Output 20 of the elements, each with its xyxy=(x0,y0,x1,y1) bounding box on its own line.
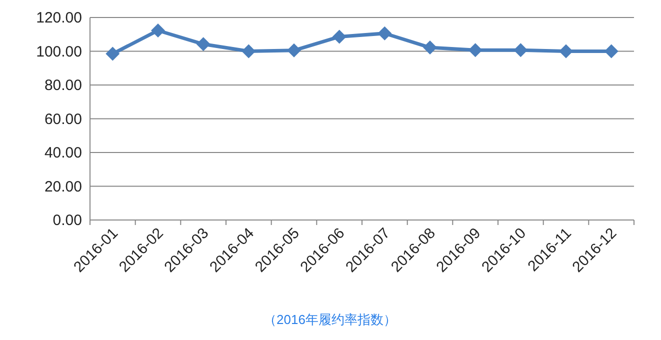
y-tick-label: 40.00 xyxy=(44,144,82,162)
y-tick-label: 20.00 xyxy=(44,178,82,196)
point xyxy=(423,40,437,55)
point xyxy=(604,44,618,58)
point xyxy=(378,26,392,40)
point xyxy=(514,43,528,58)
y-tick-label: 60.00 xyxy=(44,110,82,128)
point xyxy=(106,46,120,61)
point xyxy=(196,37,210,52)
text: （2016年履约率指数） xyxy=(264,312,396,327)
point xyxy=(151,23,165,38)
point xyxy=(287,43,301,58)
y-tick-label: 0.00 xyxy=(52,212,82,229)
point xyxy=(468,43,482,58)
y-tick-label: 120.00 xyxy=(36,10,82,26)
point xyxy=(559,44,573,58)
y-tick-label: 80.00 xyxy=(44,77,82,94)
point xyxy=(242,44,256,58)
y-tick-label: 100.00 xyxy=(36,43,82,60)
point xyxy=(332,30,346,44)
